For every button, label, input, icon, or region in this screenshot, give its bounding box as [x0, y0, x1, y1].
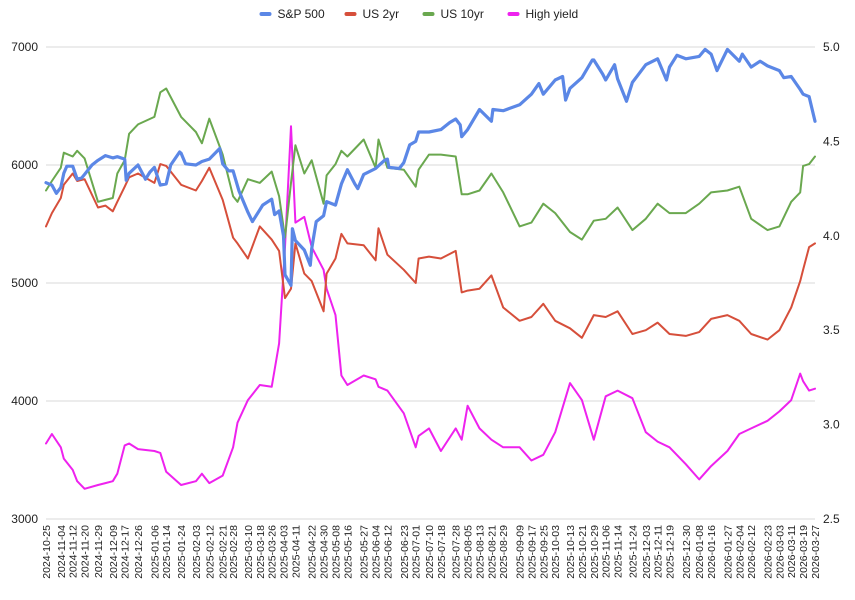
gridlines	[46, 46, 815, 520]
right-tick-label: 3.0	[823, 418, 840, 432]
x-tick-label: 2025-07-28	[451, 525, 463, 579]
x-tick-label: 2025-09-17	[526, 525, 538, 579]
x-axis-ticks: 2024-10-25 2024-11-04 2024-11-12 2024-11-20…	[41, 525, 822, 579]
x-tick-label: 2025-02-21	[218, 525, 230, 579]
legend-label-us-2yr: US 2yr	[363, 7, 400, 21]
x-tick-label: 2025-04-03	[279, 525, 291, 579]
x-tick-label: 2025-01-24	[176, 525, 188, 579]
x-tick-label: 2024-12-26	[133, 525, 145, 579]
x-tick-label: 2025-12-11	[653, 525, 665, 578]
x-tick-label: 2025-02-28	[228, 525, 240, 579]
x-tick-label: 2026-01-16	[706, 525, 718, 579]
x-tick-label: 2024-11-12	[68, 525, 80, 578]
x-tick-label: 2025-08-29	[498, 525, 510, 579]
series-line-s-p-500	[44, 47, 817, 287]
series-lines	[44, 47, 817, 490]
x-tick-label: 2025-05-27	[359, 525, 371, 579]
right-tick-label: 2.5	[823, 512, 840, 526]
right-tick-label: 4.5	[823, 134, 840, 148]
x-tick-label: 2026-03-03	[774, 525, 786, 579]
x-tick-label: 2025-01-14	[161, 525, 173, 579]
x-tick-label: 2025-06-23	[399, 525, 411, 579]
x-tick-label: 2024-10-25	[41, 525, 53, 579]
x-tick-label: 2025-09-09	[515, 525, 527, 579]
x-tick-label: 2025-03-18	[255, 525, 267, 579]
x-tick-label: 2026-03-11	[786, 525, 798, 578]
x-tick-label: 2025-05-16	[342, 525, 354, 579]
x-tick-label: 2026-01-08	[694, 525, 706, 579]
left-axis-ticks: 3000 4000 5000 6000 7000	[11, 40, 38, 526]
x-tick-label: 2025-07-10	[424, 525, 436, 579]
x-tick-label: 2026-02-12	[746, 525, 758, 579]
right-axis-ticks: 2.5 3.0 3.5 4.0 4.5 5.0	[823, 40, 840, 526]
x-tick-label: 2025-12-19	[665, 525, 677, 579]
x-tick-label: 2025-05-08	[330, 525, 342, 579]
left-tick-label: 6000	[11, 158, 38, 172]
x-tick-label: 2025-01-06	[149, 525, 161, 579]
left-tick-label: 3000	[11, 512, 38, 526]
legend-swatch-s-p-500	[259, 12, 272, 16]
x-tick-label: 2026-01-27	[722, 525, 734, 579]
x-tick-label: 2025-12-03	[641, 525, 653, 579]
right-tick-label: 3.5	[823, 323, 840, 337]
x-tick-label: 2025-11-06	[601, 525, 613, 578]
x-tick-label: 2025-04-11	[290, 525, 302, 578]
x-tick-label: 2026-03-27	[810, 525, 822, 579]
legend-label-high-yield: High yield	[526, 7, 579, 21]
legend-swatch-us-10yr	[422, 12, 435, 16]
x-tick-label: 2025-07-18	[436, 525, 448, 579]
x-tick-label: 2024-11-29	[93, 525, 105, 578]
x-tick-label: 2025-09-25	[538, 525, 550, 579]
x-tick-label: 2025-03-26	[267, 525, 279, 579]
x-tick-label: 2025-12-30	[681, 525, 693, 579]
x-tick-label: 2025-02-12	[204, 525, 216, 579]
x-tick-label: 2024-12-09	[108, 525, 120, 579]
x-tick-label: 2025-10-13	[565, 525, 577, 579]
x-tick-label: 2025-08-05	[463, 525, 475, 579]
x-tick-label: 2026-02-23	[762, 525, 774, 579]
x-tick-label: 2025-11-14	[613, 525, 625, 578]
left-tick-label: 5000	[11, 276, 38, 290]
right-tick-label: 4.0	[823, 229, 840, 243]
x-tick-label: 2024-11-20	[80, 525, 92, 578]
x-tick-label: 2025-11-24	[627, 525, 639, 578]
x-tick-label: 2025-08-13	[474, 525, 486, 579]
legend-label-s-p-500: S&P 500	[278, 7, 325, 21]
series-line-high-yield	[45, 125, 816, 490]
x-tick-label: 2025-04-22	[307, 525, 319, 579]
legend-swatch-high-yield	[507, 12, 520, 16]
x-tick-label: 2025-10-03	[550, 525, 562, 579]
left-tick-label: 4000	[11, 394, 38, 408]
x-tick-label: 2026-03-19	[798, 525, 810, 579]
x-tick-label: 2025-10-29	[589, 525, 601, 579]
legend-label-us-10yr: US 10yr	[441, 7, 484, 21]
x-tick-label: 2025-04-30	[319, 525, 331, 579]
right-tick-label: 5.0	[823, 40, 840, 54]
x-tick-label: 2025-06-04	[371, 525, 383, 579]
x-tick-label: 2026-02-04	[734, 525, 746, 579]
legend: S&P 500 US 2yr US 10yr High yield	[259, 7, 579, 21]
left-tick-label: 7000	[11, 40, 38, 54]
x-tick-label: 2025-02-03	[191, 525, 203, 579]
x-tick-label: 2025-08-21	[486, 525, 498, 579]
x-tick-label: 2025-03-10	[243, 525, 255, 579]
x-tick-label: 2025-06-12	[382, 525, 394, 579]
legend-swatch-us-2yr	[344, 12, 357, 16]
series-line-us-2yr	[45, 163, 816, 341]
x-tick-label: 2025-07-01	[411, 525, 423, 579]
x-tick-label: 2024-11-04	[56, 525, 68, 578]
x-tick-label: 2025-10-21	[577, 525, 589, 579]
x-tick-label: 2024-12-17	[120, 525, 132, 579]
